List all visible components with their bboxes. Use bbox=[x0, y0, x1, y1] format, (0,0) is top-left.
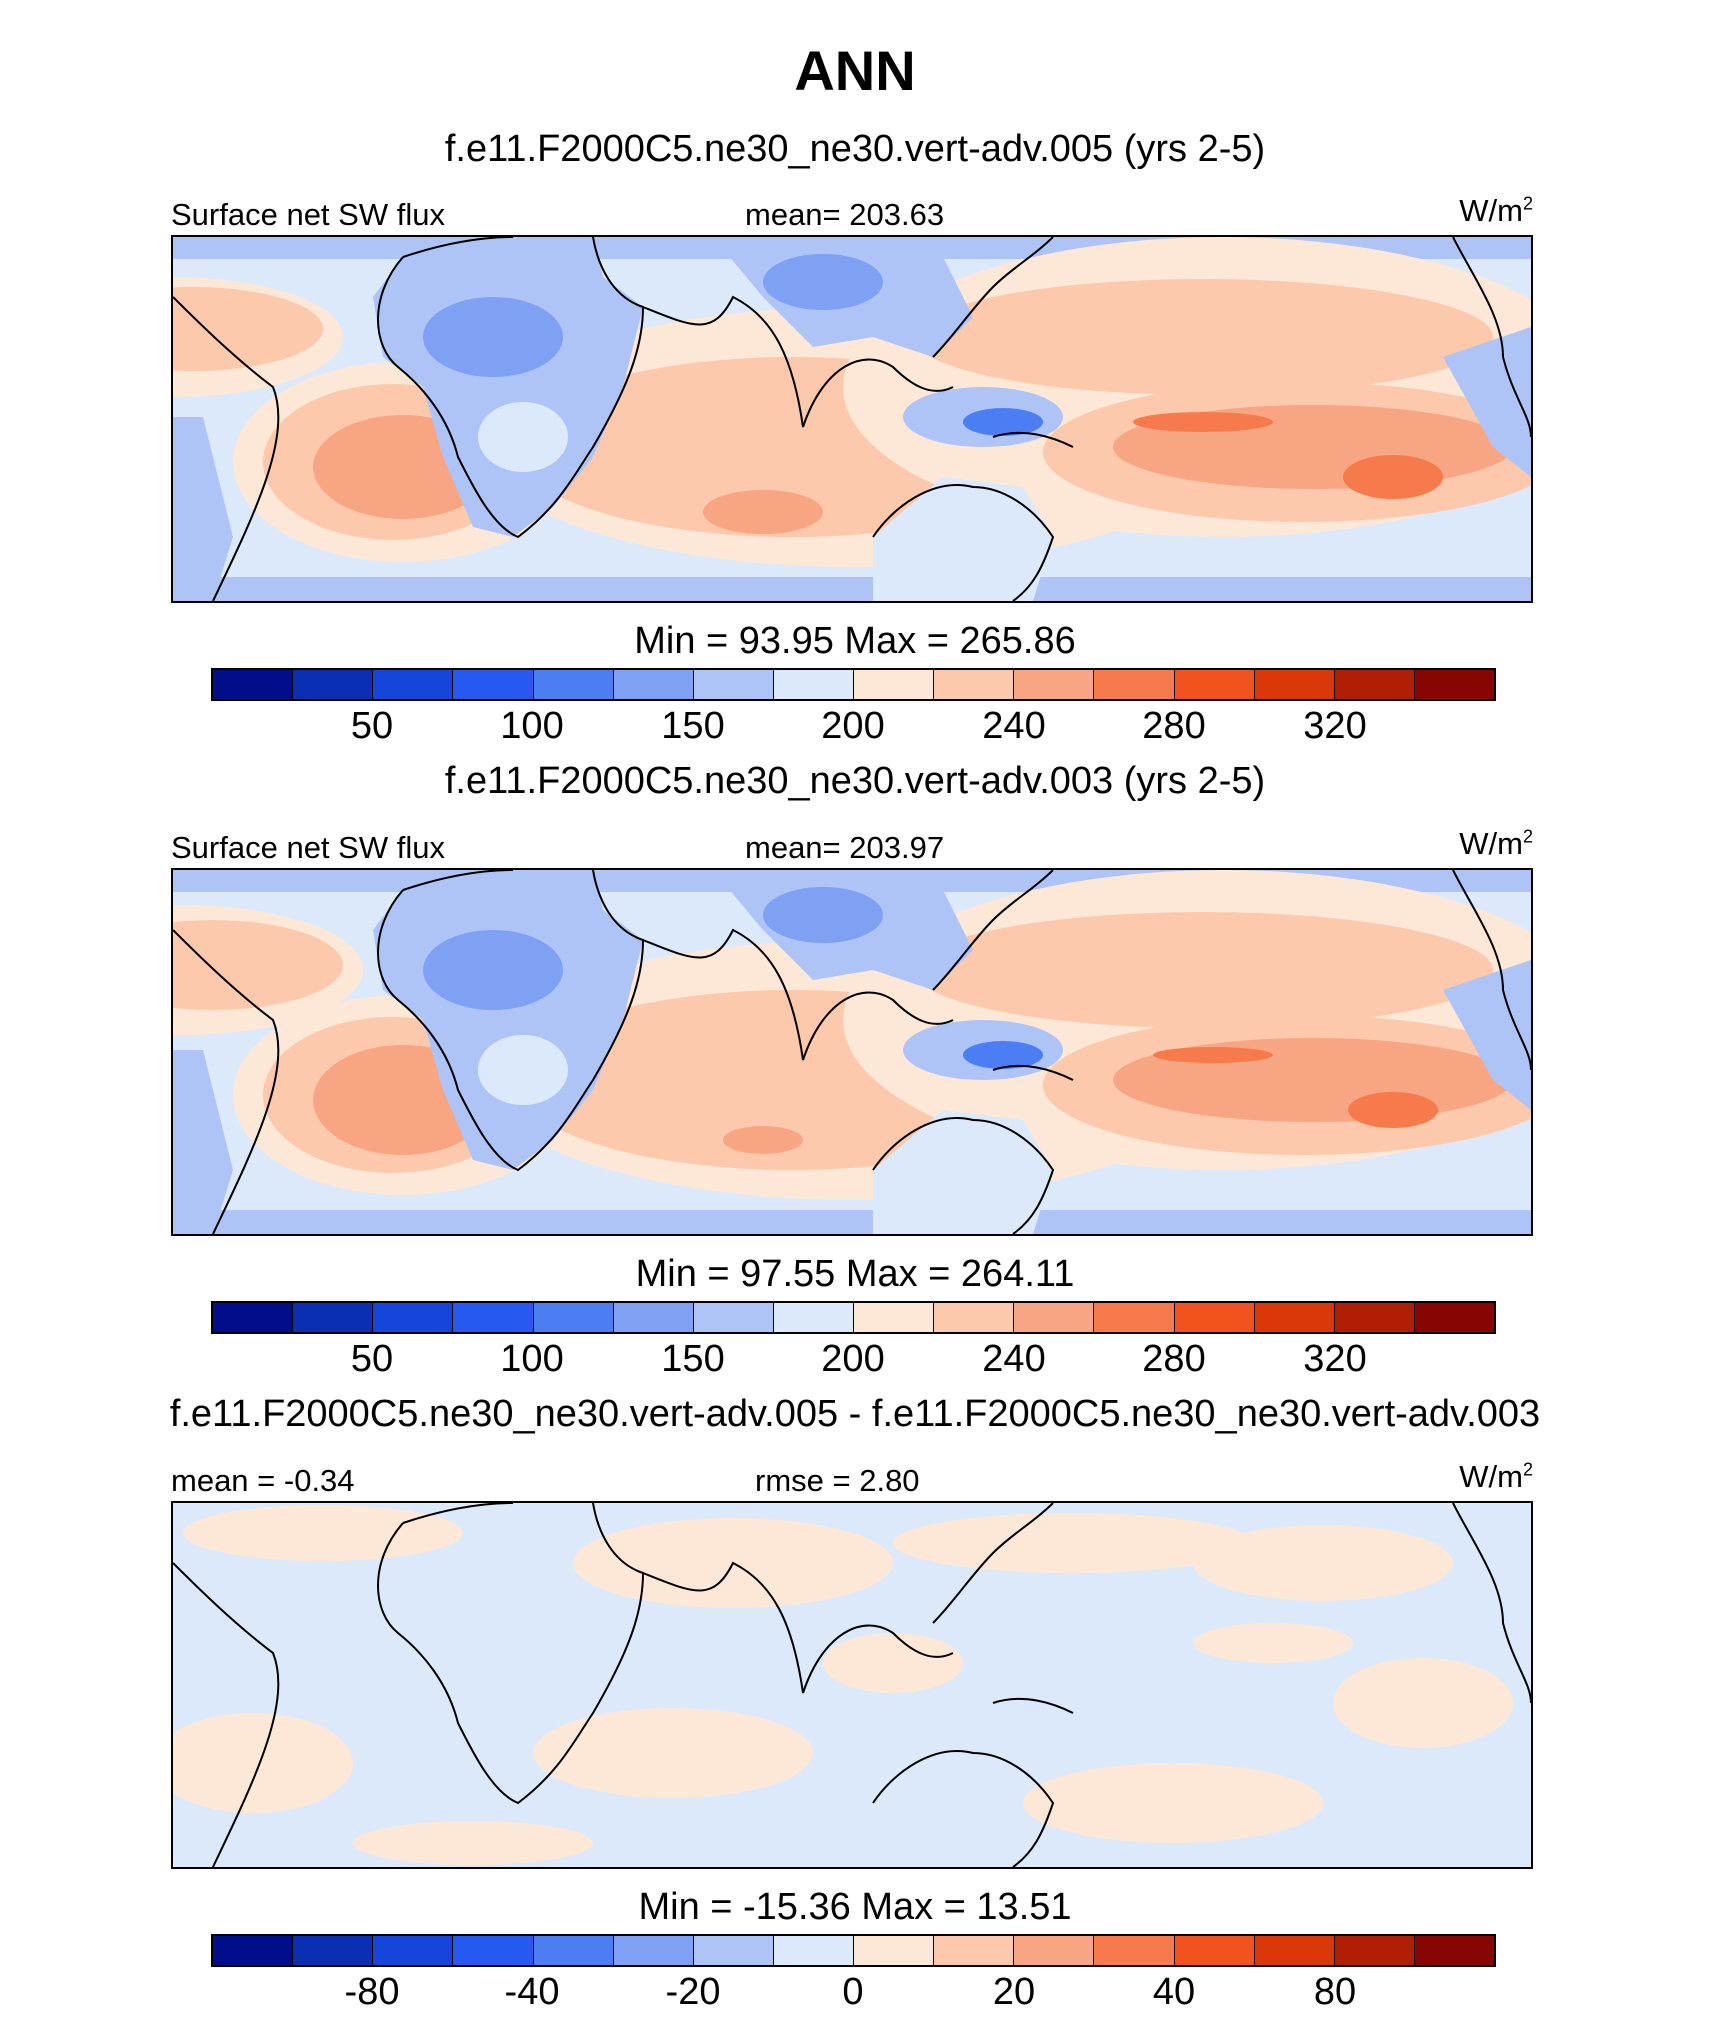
panel-2-colorbar-swatch bbox=[453, 1303, 534, 1332]
panel-3-colorbar-swatch bbox=[773, 1936, 854, 1965]
panel-1-colorbar-swatch bbox=[533, 670, 614, 699]
panel-2-colorbar-swatch bbox=[373, 1303, 454, 1332]
panel-2-colorbar-swatch bbox=[293, 1303, 374, 1332]
panel-1-colorbar-tick: 100 bbox=[500, 705, 564, 747]
panel-3-colorbar-swatch bbox=[613, 1936, 694, 1965]
panel-1-colorbar-swatch bbox=[773, 670, 854, 699]
panel-3-colorbar-tick: -20 bbox=[665, 1971, 721, 2013]
panel-1-colorbar-tick: 280 bbox=[1142, 705, 1206, 747]
panel-2-colorbar-swatch bbox=[1014, 1303, 1095, 1332]
panel-3-colorbar-swatch bbox=[1094, 1936, 1175, 1965]
panel-2-colorbar-swatch bbox=[693, 1303, 774, 1332]
panel-1-colorbar-swatch bbox=[1334, 670, 1415, 699]
panel-2-colorbar-tick: 100 bbox=[500, 1338, 564, 1380]
panel-2-colorbar-swatch bbox=[1094, 1303, 1175, 1332]
panel-2-case-title: f.e11.F2000C5.ne30_ne30.vert-adv.003 (yr… bbox=[444, 760, 1266, 802]
panel-3-colorbar-swatch bbox=[693, 1936, 774, 1965]
panel-1-colorbar-swatch bbox=[1174, 670, 1255, 699]
panel-2-colorbar-tick: 50 bbox=[350, 1338, 394, 1380]
panel-1-colorbar-swatch bbox=[1094, 670, 1175, 699]
panel-1-variable-label: Surface net SW flux bbox=[171, 197, 445, 232]
panel-3-colorbar-swatch bbox=[1254, 1936, 1335, 1965]
panel-2-colorbar-swatch bbox=[1254, 1303, 1335, 1332]
panel-3-colorbar-swatch bbox=[1014, 1936, 1095, 1965]
panel-2-colorbar-swatch bbox=[773, 1303, 854, 1332]
panel-1-colorbar-swatch bbox=[293, 670, 374, 699]
panel-2-mean-label: mean= 203.97 bbox=[745, 830, 945, 865]
panel-1-colorbar-swatch bbox=[1254, 670, 1335, 699]
panel-2-colorbar-tick: 240 bbox=[982, 1338, 1046, 1380]
panel-1-colorbar-tick: 200 bbox=[821, 705, 885, 747]
panel-2-colorbar-tick: 280 bbox=[1142, 1338, 1206, 1380]
panel-1-map bbox=[171, 235, 1533, 603]
panel-1-minmax: Min = 93.95 Max = 265.86 bbox=[634, 620, 1076, 662]
panel-1-colorbar-swatch bbox=[213, 670, 294, 699]
panel-1-colorbar-swatch bbox=[373, 670, 454, 699]
panel-3-rmse-label: rmse = 2.80 bbox=[755, 1463, 920, 1498]
panel-2-map bbox=[171, 868, 1533, 1236]
panel-1-colorbar-swatch bbox=[934, 670, 1015, 699]
panel-1-colorbar-swatch bbox=[1414, 670, 1494, 699]
panel-3-colorbar-tick: -80 bbox=[344, 1971, 400, 2013]
panel-3-mean-label: mean = -0.34 bbox=[171, 1463, 355, 1498]
panel-1-unit-label: W/m2 bbox=[1459, 193, 1533, 228]
panel-2-colorbar-swatch bbox=[533, 1303, 614, 1332]
panel-1-colorbar-tick: 240 bbox=[982, 705, 1046, 747]
panel-3-colorbar-tick: 80 bbox=[1313, 1971, 1357, 2013]
panel-2-colorbar-tick: 150 bbox=[661, 1338, 725, 1380]
panel-2-colorbar-swatch bbox=[613, 1303, 694, 1332]
panel-2-colorbar-swatch bbox=[1414, 1303, 1494, 1332]
panel-2-colorbar-tick: 200 bbox=[821, 1338, 885, 1380]
panel-3-unit-label: W/m2 bbox=[1459, 1459, 1533, 1494]
panel-3-colorbar-tick: 40 bbox=[1152, 1971, 1196, 2013]
panel-1-colorbar-tick: 150 bbox=[661, 705, 725, 747]
panel-3-colorbar-tick: -40 bbox=[504, 1971, 560, 2013]
panel-3-colorbar-swatch bbox=[1414, 1936, 1494, 1965]
panel-3-case-title: f.e11.F2000C5.ne30_ne30.vert-adv.005 - f… bbox=[169, 1393, 1541, 1435]
panel-3-colorbar-tick: 20 bbox=[992, 1971, 1036, 2013]
panel-3-colorbar-swatch bbox=[533, 1936, 614, 1965]
panel-3-colorbar-swatch bbox=[934, 1936, 1015, 1965]
panel-3-colorbar-swatch bbox=[854, 1936, 935, 1965]
panel-2-variable-label: Surface net SW flux bbox=[171, 830, 445, 865]
panel-3-colorbar bbox=[211, 1934, 1496, 1967]
panel-1-mean-label: mean= 203.63 bbox=[745, 197, 945, 232]
panel-3-colorbar-swatch bbox=[1174, 1936, 1255, 1965]
panel-3-map bbox=[171, 1501, 1533, 1869]
panel-3-colorbar-swatch bbox=[453, 1936, 534, 1965]
panel-3-colorbar-swatch bbox=[293, 1936, 374, 1965]
panel-3-colorbar-swatch bbox=[373, 1936, 454, 1965]
panel-2-unit-label: W/m2 bbox=[1459, 826, 1533, 861]
panel-1-colorbar-tick: 50 bbox=[350, 705, 394, 747]
panel-3-minmax: Min = -15.36 Max = 13.51 bbox=[638, 1886, 1072, 1928]
panel-3-colorbar-swatch bbox=[1334, 1936, 1415, 1965]
panel-1-colorbar-swatch bbox=[693, 670, 774, 699]
panel-1-colorbar-swatch bbox=[613, 670, 694, 699]
panel-1-colorbar-swatch bbox=[453, 670, 534, 699]
panel-2-colorbar-swatch bbox=[1174, 1303, 1255, 1332]
panel-2-colorbar-swatch bbox=[934, 1303, 1015, 1332]
panel-1-case-title: f.e11.F2000C5.ne30_ne30.vert-adv.005 (yr… bbox=[444, 128, 1266, 170]
panel-2-colorbar bbox=[211, 1301, 1496, 1334]
panel-2-minmax: Min = 97.55 Max = 264.11 bbox=[635, 1253, 1075, 1295]
panel-3-colorbar-swatch bbox=[213, 1936, 294, 1965]
panel-1-colorbar-swatch bbox=[854, 670, 935, 699]
panel-2-colorbar-swatch bbox=[213, 1303, 294, 1332]
panel-1-colorbar-swatch bbox=[1014, 670, 1095, 699]
panel-2-colorbar-swatch bbox=[1334, 1303, 1415, 1332]
panel-2-colorbar-swatch bbox=[854, 1303, 935, 1332]
panel-1-colorbar-tick: 320 bbox=[1303, 705, 1367, 747]
panel-1-colorbar bbox=[211, 668, 1496, 701]
panel-2-colorbar-tick: 320 bbox=[1303, 1338, 1367, 1380]
panel-3-colorbar-tick: 0 bbox=[842, 1971, 864, 2013]
main-title: ANN bbox=[794, 39, 916, 102]
